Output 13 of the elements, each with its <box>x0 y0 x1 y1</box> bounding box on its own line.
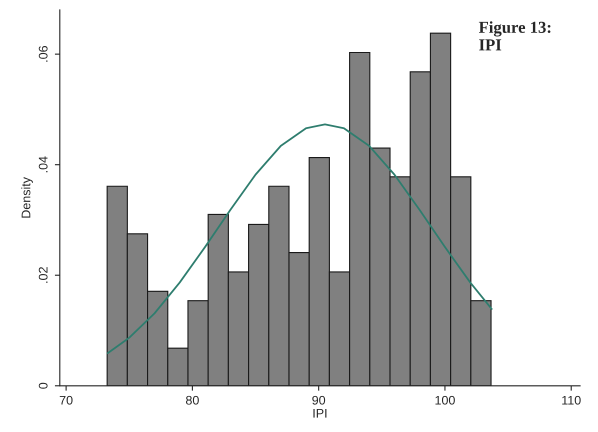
y-tick-label: .04 <box>38 156 48 172</box>
x-tick-label: 80 <box>186 396 199 405</box>
y-tick-label: .06 <box>38 46 48 62</box>
y-tick-label: .02 <box>38 267 48 283</box>
x-axis-title: IPI <box>313 409 326 418</box>
x-tick-label: 110 <box>562 396 581 405</box>
x-tick-label: 100 <box>435 396 455 405</box>
x-tick-label: 90 <box>312 396 326 405</box>
x-tick-label: 70 <box>60 396 73 405</box>
y-tick-label: 0 <box>38 382 48 389</box>
line-series <box>106 123 493 354</box>
y-axis-title: Density <box>21 177 33 218</box>
annotation: Figure 13: IPI <box>478 21 550 50</box>
